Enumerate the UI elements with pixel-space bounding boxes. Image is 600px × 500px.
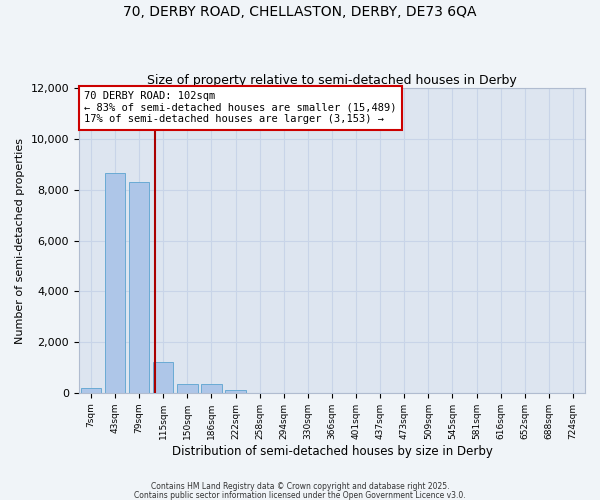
Bar bbox=[153, 362, 173, 393]
Bar bbox=[129, 182, 149, 393]
Text: Contains HM Land Registry data © Crown copyright and database right 2025.: Contains HM Land Registry data © Crown c… bbox=[151, 482, 449, 491]
Text: 70, DERBY ROAD, CHELLASTON, DERBY, DE73 6QA: 70, DERBY ROAD, CHELLASTON, DERBY, DE73 … bbox=[123, 5, 477, 19]
X-axis label: Distribution of semi-detached houses by size in Derby: Distribution of semi-detached houses by … bbox=[172, 444, 493, 458]
Text: 70 DERBY ROAD: 102sqm
← 83% of semi-detached houses are smaller (15,489)
17% of : 70 DERBY ROAD: 102sqm ← 83% of semi-deta… bbox=[84, 91, 397, 124]
Bar bbox=[226, 390, 246, 393]
Title: Size of property relative to semi-detached houses in Derby: Size of property relative to semi-detach… bbox=[147, 74, 517, 87]
Text: Contains public sector information licensed under the Open Government Licence v3: Contains public sector information licen… bbox=[134, 490, 466, 500]
Y-axis label: Number of semi-detached properties: Number of semi-detached properties bbox=[15, 138, 25, 344]
Bar bbox=[177, 384, 197, 393]
Bar bbox=[105, 173, 125, 393]
Bar bbox=[201, 384, 221, 393]
Bar bbox=[81, 388, 101, 393]
